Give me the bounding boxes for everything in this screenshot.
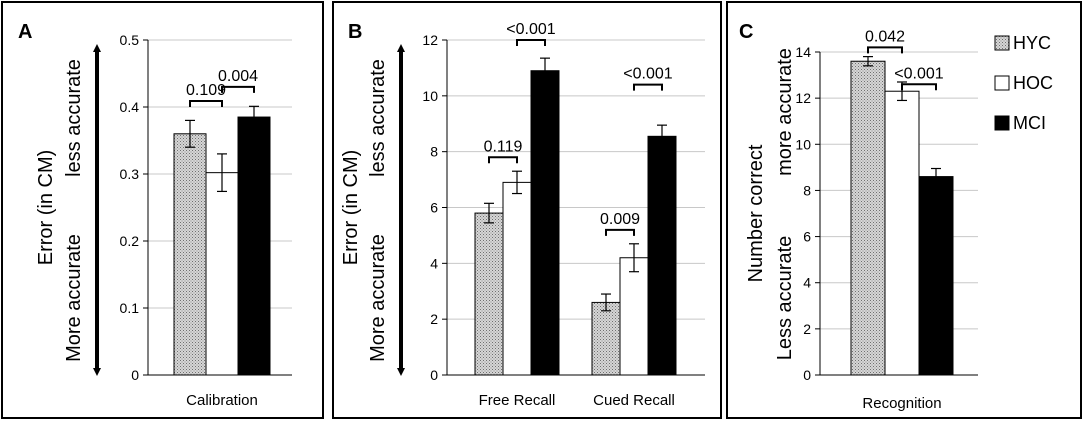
panel-border [332,1,722,419]
bar-mci [237,116,271,376]
legend-swatch-hyc [994,35,1010,51]
legend-swatch-hoc [994,75,1010,91]
significance-bracket [867,46,903,54]
y-tick-label: 10 [795,136,811,152]
y-tick-label: 8 [430,144,438,160]
y-tick-label: 12 [795,90,811,106]
bar-hyc [591,301,621,376]
y-tick-label: 0 [131,367,139,383]
p-value-label: 0.119 [484,138,523,155]
bar-mci [647,135,677,376]
accuracy-label-bottom: More accurate [367,234,389,362]
p-value-label: <0.001 [894,65,943,82]
y-tick-label: 0.4 [120,99,140,115]
y-tick-label: 0.2 [120,233,140,249]
legend-label: HYC [1013,33,1051,53]
significance-bracket [605,228,635,236]
x-category-label: Free Recall [479,392,556,409]
y-tick-label: 2 [430,311,438,327]
x-category-label: Cued Recall [593,392,675,409]
y-tick-label: 2 [803,321,811,337]
legend: HYC HOC MCI [994,33,1053,133]
legend-label: MCI [1013,113,1046,133]
bar-hyc [173,133,207,376]
y-axis-title: Error (in CM) [340,150,362,266]
bar-mci [530,70,560,376]
panel-border [726,1,1082,419]
y-axis-title: Error (in CM) [35,150,57,266]
y-tick-label: 6 [430,200,438,216]
x-category-label: Recognition [862,395,941,412]
panel-b: B 0 2 4 6 8 10 12 Free Recall Cued Recall 0.119 <0.… [332,1,722,419]
p-value-label: 0.042 [865,28,905,45]
accuracy-label-bottom: More accurate [63,234,85,362]
y-tick-label: 0.3 [120,166,140,182]
significance-bracket [901,83,937,91]
y-tick-label: 8 [803,182,811,198]
x-category-label: Calibration [186,392,258,409]
y-tick-label: 4 [430,255,438,271]
y-tick-label: 6 [803,229,811,245]
bar-hyc [474,212,504,376]
significance-bracket [189,99,223,107]
y-tick-label: 14 [795,44,811,60]
panel-letter: B [348,21,362,43]
panel-letter: C [739,21,753,43]
significance-bracket [488,156,518,164]
p-value-label: <0.001 [623,66,672,83]
significance-bracket [221,85,255,93]
panel-letter: A [18,21,32,43]
y-tick-label: 0.1 [120,300,140,316]
accuracy-label-top: less accurate [63,59,85,177]
significance-bracket [516,39,546,46]
bar-hyc [850,60,886,376]
bar-mci [918,176,954,376]
bar-hoc [884,90,920,376]
y-tick-label: 0 [430,367,438,383]
y-tick-label: 0 [803,367,811,383]
significance-bracket [633,83,663,91]
bar-hoc [502,181,532,376]
panel-c: C 0 2 4 6 8 10 12 14 Recognition 0.042 <0.001 Number… [726,1,1082,419]
p-value-label: <0.001 [506,21,555,38]
y-tick-label: 12 [422,32,438,48]
bar-hoc [205,172,239,376]
accuracy-label-bottom: Less accurate [774,236,796,361]
legend-label: HOC [1013,73,1053,93]
y-tick-label: 10 [422,88,438,104]
accuracy-label-top: less accurate [367,59,389,177]
y-tick-label: 4 [803,275,811,291]
accuracy-label-top: more accurate [774,48,796,176]
panel-border [1,1,324,419]
legend-swatch-mci [994,115,1010,131]
y-tick-label: 0.5 [120,32,140,48]
p-value-label: 0.009 [600,211,640,228]
bar-hoc [619,257,649,376]
p-value-label: 0.109 [186,82,226,99]
y-axis-title: Number correct [745,144,767,282]
p-value-label: 0.004 [218,68,258,85]
